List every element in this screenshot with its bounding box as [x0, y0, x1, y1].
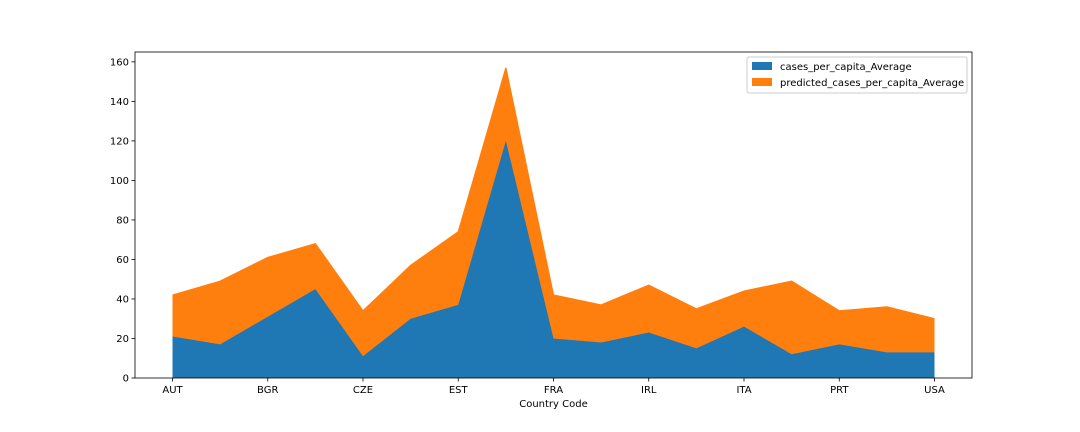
y-axis: 0 20 40 60 80 100 120 140 160	[110, 57, 135, 385]
y-tick-label: 120	[110, 136, 129, 147]
x-tick-label: FRA	[544, 385, 563, 396]
y-tick-label: 100	[110, 176, 129, 187]
y-tick-label: 160	[110, 57, 129, 68]
legend-box	[746, 56, 968, 94]
x-tick-label: CZE	[353, 385, 373, 396]
area-layer	[172, 67, 935, 378]
x-tick-label: PRT	[830, 385, 849, 396]
area-series-0	[172, 140, 935, 378]
x-tick-label: BGR	[257, 385, 278, 396]
y-tick-label: 60	[116, 255, 129, 266]
area-series-1-edge	[172, 67, 935, 320]
y-tick-label: 0	[123, 374, 129, 385]
y-tick-label: 20	[116, 334, 129, 345]
legend-label-1: predicted_cases_per_capita_Average	[780, 78, 964, 89]
legend-label-0: cases_per_capita_Average	[780, 62, 912, 73]
area-series-1	[172, 67, 935, 357]
y-tick-label: 40	[116, 294, 129, 305]
y-tick-label: 80	[116, 215, 129, 226]
x-tick-label: AUT	[162, 385, 183, 396]
x-axis: AUT BGR CZE EST FRA IRL ITA PRT USA	[162, 378, 945, 396]
x-axis-label: Country Code	[519, 399, 588, 410]
x-tick-label: ITA	[736, 385, 751, 396]
x-tick-label: USA	[924, 385, 945, 396]
x-tick-label: EST	[449, 385, 469, 396]
y-tick-label: 140	[110, 97, 129, 108]
legend-swatch-0	[752, 62, 772, 70]
legend-swatch-1	[752, 78, 772, 86]
x-tick-label: IRL	[641, 385, 657, 396]
legend: cases_per_capita_Average predicted_cases_…	[746, 56, 968, 94]
